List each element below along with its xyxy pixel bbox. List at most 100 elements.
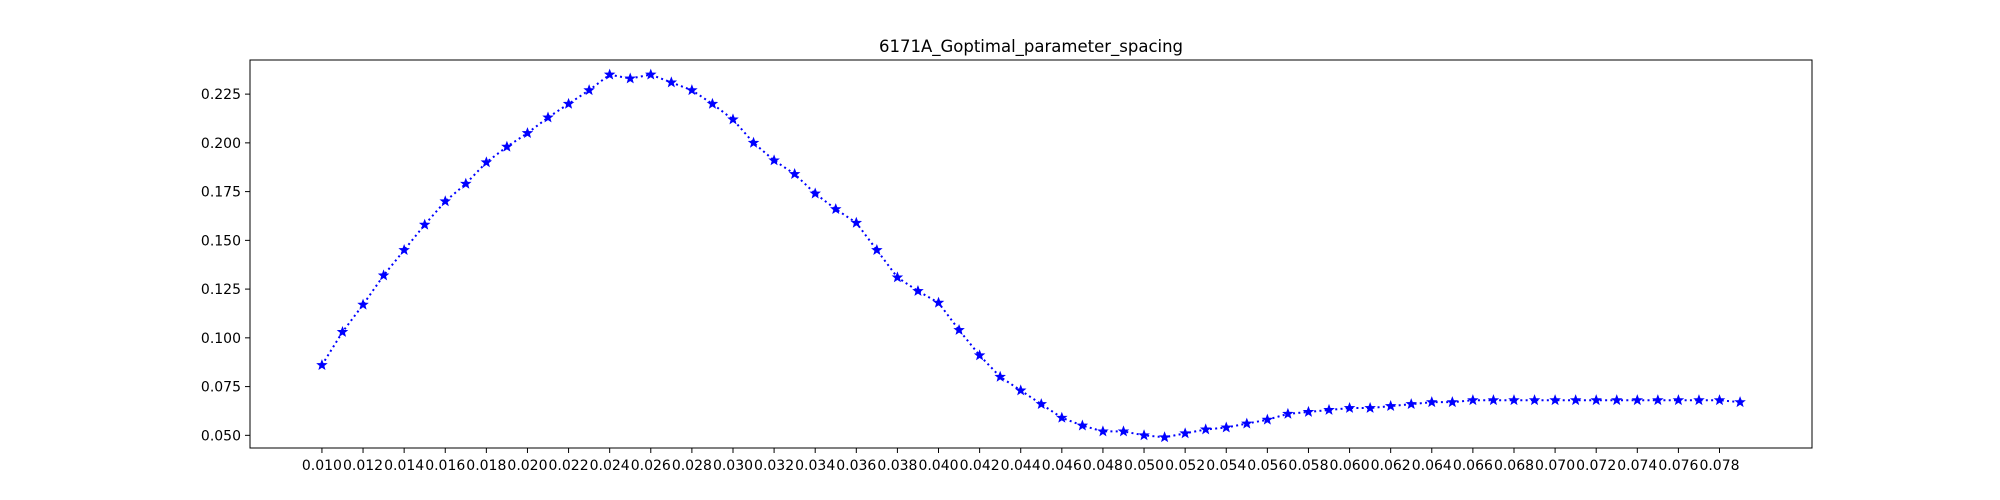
data-point-marker	[624, 72, 636, 84]
x-tick-label: 0.034	[795, 458, 835, 474]
data-point-marker	[316, 359, 328, 371]
x-tick-label: 0.020	[507, 458, 547, 474]
data-point-marker	[377, 269, 390, 281]
data-point-marker	[788, 168, 801, 179]
data-point-marker	[665, 76, 678, 88]
data-point-marker	[850, 216, 863, 228]
data-point-marker	[1097, 425, 1109, 437]
data-point-marker	[542, 111, 554, 123]
plot-frame	[249, 59, 1813, 449]
x-tick-label: 0.016	[425, 458, 465, 474]
x-tick-label: 0.072	[1576, 458, 1616, 474]
x-tick-label: 0.012	[343, 458, 383, 474]
data-point-marker	[1467, 394, 1479, 406]
data-point-marker	[1179, 427, 1191, 439]
data-point-marker	[1569, 394, 1582, 406]
data-point-marker	[953, 323, 965, 335]
x-tick-label: 0.010	[302, 458, 342, 474]
data-point-marker	[686, 84, 698, 96]
data-point-marker	[1035, 398, 1048, 410]
data-point-marker	[1631, 394, 1644, 406]
x-axis: 0.010 0.012 0.014 0.016 0.018 0.020 0.022 0.024…	[302, 448, 1740, 474]
x-tick-label: 0.014	[384, 458, 424, 474]
data-point-marker	[973, 349, 986, 361]
data-point-marker	[1302, 405, 1315, 417]
data-point-marker	[727, 113, 739, 125]
data-point-marker	[562, 97, 575, 109]
data-point-marker	[1672, 394, 1685, 406]
data-point-marker	[1528, 394, 1541, 406]
data-point-marker	[809, 187, 821, 199]
x-tick-label: 0.052	[1165, 458, 1205, 474]
x-tick-label: 0.030	[713, 458, 753, 474]
x-tick-label: 0.062	[1371, 458, 1411, 474]
x-tick-label: 0.022	[549, 458, 589, 474]
x-tick-label: 0.058	[1288, 458, 1328, 474]
y-tick-label: 0.175	[201, 185, 241, 201]
x-tick-label: 0.048	[1083, 458, 1123, 474]
y-tick-label: 0.050	[201, 428, 241, 444]
data-point-marker	[645, 68, 657, 80]
data-point-marker	[1652, 394, 1664, 406]
data-point-marker	[521, 127, 534, 139]
data-point-marker	[912, 284, 924, 296]
series-line	[321, 73, 1741, 439]
data-point-marker	[418, 218, 431, 230]
x-tick-label: 0.050	[1124, 458, 1164, 474]
data-point-marker	[1282, 407, 1294, 419]
data-point-marker	[1693, 394, 1705, 406]
data-point-marker	[891, 271, 904, 283]
y-tick-label: 0.125	[201, 282, 241, 298]
y-tick-label: 0.075	[201, 380, 241, 396]
data-point-marker	[583, 84, 595, 96]
x-tick-label: 0.042	[960, 458, 1000, 474]
data-point-marker	[1220, 421, 1233, 433]
x-tick-label: 0.060	[1330, 458, 1370, 474]
data-point-marker	[1158, 431, 1171, 443]
x-tick-label: 0.038	[877, 458, 917, 474]
x-tick-label: 0.036	[836, 458, 876, 474]
data-point-marker	[1117, 425, 1130, 437]
data-point-marker	[829, 203, 842, 215]
data-point-marker	[1364, 401, 1376, 413]
y-tick-label: 0.150	[201, 233, 241, 249]
x-tick-label: 0.040	[918, 458, 958, 474]
y-axis: 0.050 0.075 0.100 0.125 0.150 0.175 0.200 0.225	[201, 87, 250, 444]
data-point-marker	[1549, 394, 1561, 406]
data-point-marker	[480, 156, 493, 168]
data-point-marker	[1384, 400, 1397, 411]
data-point-marker	[1713, 394, 1726, 406]
data-point-marker	[1734, 396, 1746, 408]
x-tick-label: 0.054	[1206, 458, 1246, 474]
data-point-marker	[1199, 423, 1212, 435]
x-tick-label: 0.044	[1001, 458, 1041, 474]
x-tick-label: 0.056	[1247, 458, 1287, 474]
y-tick-label: 0.200	[201, 136, 241, 152]
data-point-marker	[1343, 401, 1356, 413]
x-tick-label: 0.066	[1453, 458, 1493, 474]
data-point-marker	[768, 154, 780, 166]
x-tick-label: 0.024	[590, 458, 630, 474]
data-point-marker	[1487, 394, 1500, 406]
data-point-marker	[398, 244, 410, 255]
chart-title: 6171A_Goptimal_parameter_spacing	[879, 37, 1183, 57]
series-markers	[316, 68, 1746, 443]
x-tick-label: 0.018	[466, 458, 506, 474]
data-point-marker	[994, 370, 1006, 382]
data-point-marker	[706, 97, 719, 109]
x-tick-label: 0.032	[754, 458, 794, 474]
series-path	[321, 73, 1741, 439]
x-tick-label: 0.076	[1658, 458, 1698, 474]
x-tick-label: 0.074	[1617, 458, 1657, 474]
data-point-marker	[439, 195, 452, 207]
x-tick-label: 0.078	[1699, 458, 1739, 474]
data-point-marker	[1323, 403, 1335, 415]
x-tick-label: 0.046	[1042, 458, 1082, 474]
y-tick-label: 0.225	[201, 87, 241, 103]
x-tick-label: 0.064	[1412, 458, 1452, 474]
data-point-marker	[1508, 394, 1520, 406]
data-point-marker	[1446, 396, 1459, 408]
data-point-marker	[932, 296, 945, 308]
data-point-marker	[1056, 411, 1068, 423]
